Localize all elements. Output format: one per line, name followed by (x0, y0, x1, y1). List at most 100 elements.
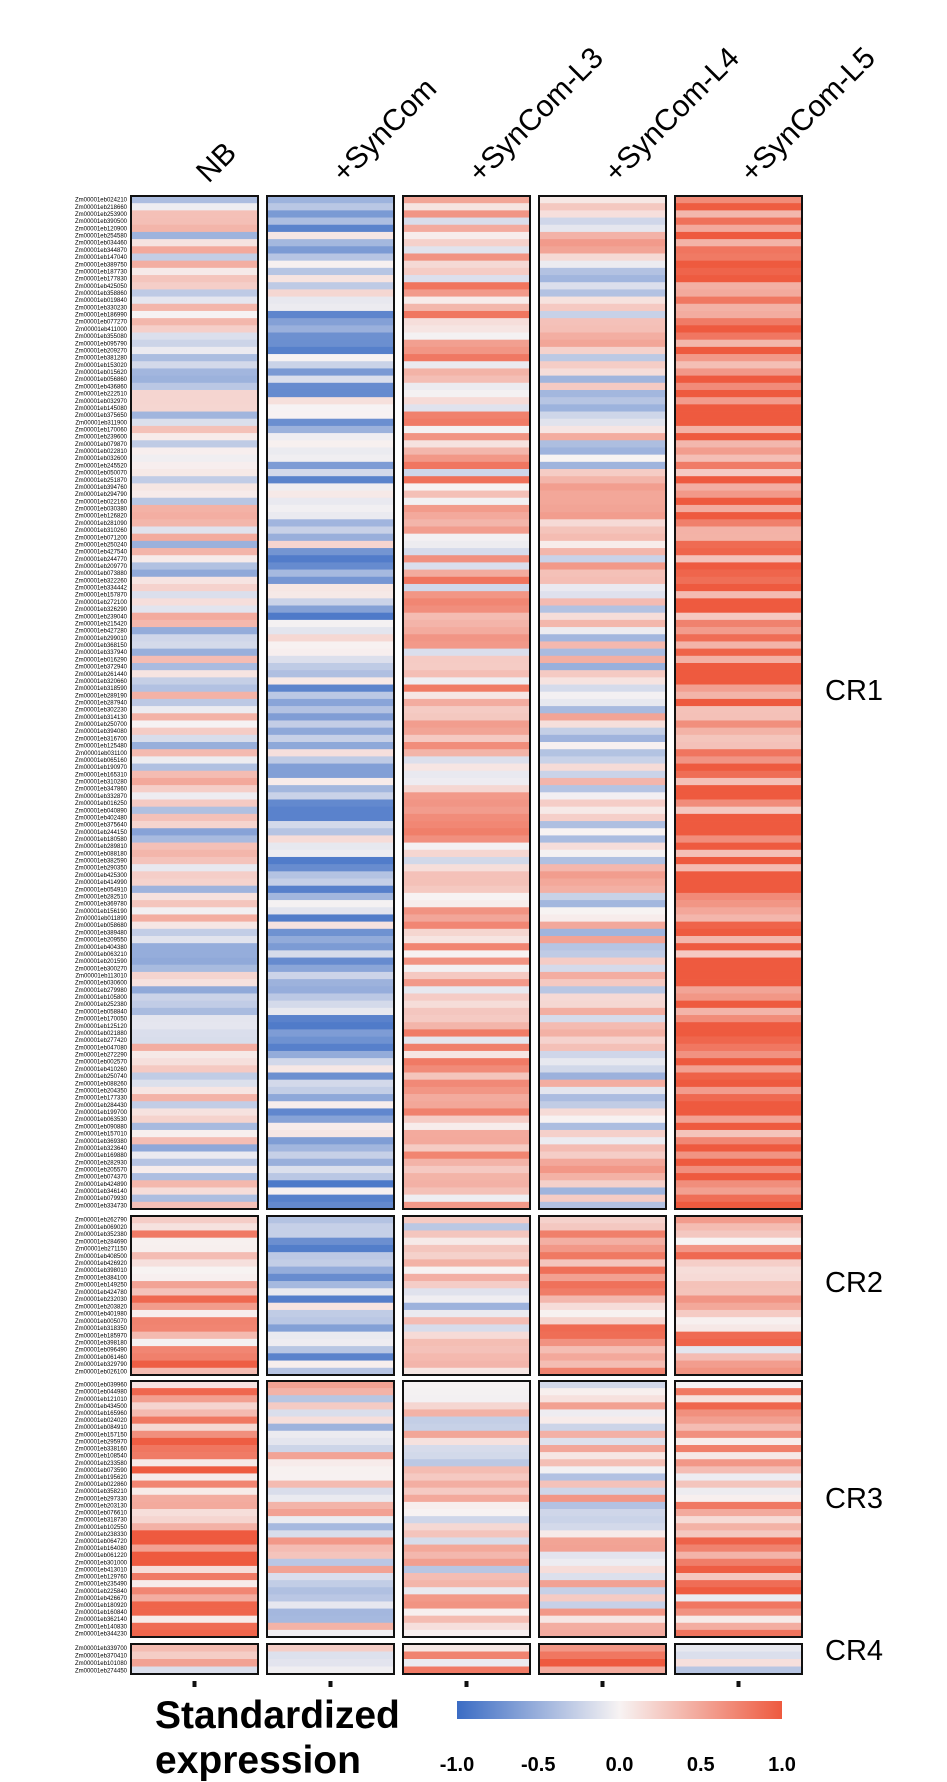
heatmap-cell (267, 1530, 394, 1538)
gene-label: Zm00001eb069020 (75, 1225, 128, 1231)
heatmap-cell (403, 698, 530, 707)
heatmap-cell (131, 1629, 258, 1638)
heatmap-cell (539, 1494, 666, 1503)
heatmap-cell (403, 1480, 530, 1489)
heatmap-cell (131, 1050, 258, 1059)
gene-label: Zm00001eb284690 (75, 1239, 128, 1245)
heatmap-cell (675, 253, 802, 262)
heatmap-cell (675, 1629, 802, 1638)
heatmap-cell (267, 813, 394, 822)
heatmap-cell (131, 1644, 258, 1652)
heatmap-cell (675, 943, 802, 951)
gene-label: Zm00001eb190970 (75, 765, 128, 771)
heatmap-cell (267, 1494, 394, 1503)
heatmap-cell (267, 1331, 394, 1340)
heatmap-cell (267, 777, 394, 786)
gene-label: Zm00001eb334442 (75, 586, 128, 592)
heatmap-cell (131, 691, 258, 700)
heatmap-cell (403, 1409, 530, 1417)
heatmap-cell (267, 1466, 394, 1474)
heatmap-cell (267, 224, 394, 233)
heatmap-cell (131, 1530, 258, 1538)
heatmap-cell (403, 289, 530, 297)
heatmap-cell (675, 397, 802, 405)
heatmap-cell (675, 1072, 802, 1081)
heatmap-cell (403, 1158, 530, 1167)
heatmap-cell (403, 1187, 530, 1195)
heatmap-cell (675, 239, 802, 247)
gene-label: Zm00001eb413010 (75, 1567, 128, 1573)
heatmap-cell (403, 842, 530, 851)
heatmap-cell (539, 612, 666, 621)
heatmap-cell (539, 907, 666, 915)
heatmap-cell (267, 1622, 394, 1631)
heatmap-cell (131, 368, 258, 376)
heatmap-cell (403, 1144, 530, 1152)
cluster-label-cr3: CR3 (825, 1483, 883, 1515)
heatmap-cell (131, 1445, 258, 1453)
heatmap-cell (539, 971, 666, 980)
heatmap-cell (403, 260, 530, 269)
heatmap-cell (675, 1187, 802, 1195)
heatmap-cell (675, 1587, 802, 1595)
heatmap-cell (403, 1565, 530, 1574)
heatmap-cell (131, 842, 258, 851)
heatmap-cell (675, 1423, 802, 1432)
heatmap-cell (539, 605, 666, 614)
heatmap-cell (539, 389, 666, 398)
gene-label: Zm00001eb232030 (75, 1297, 128, 1303)
heatmap-cell (131, 964, 258, 973)
heatmap-cell (675, 655, 802, 664)
gene-label: Zm00001eb125120 (75, 1024, 128, 1030)
heatmap-cell (403, 1180, 530, 1188)
heatmap-cell (675, 1565, 802, 1574)
gene-label: Zm00001eb302230 (75, 708, 128, 714)
heatmap-cell (675, 785, 802, 793)
heatmap-cell (267, 1523, 394, 1531)
heatmap-cell (403, 1223, 530, 1231)
heatmap-cell (403, 1295, 530, 1304)
heatmap-cell (403, 713, 530, 721)
heatmap-cell (675, 928, 802, 937)
heatmap-cell (539, 555, 666, 563)
gene-labels: Zm00001eb024210Zm00001eb218660Zm00001eb2… (75, 198, 128, 1675)
gene-label: Zm00001eb310260 (75, 528, 128, 534)
heatmap-cell (131, 1252, 258, 1260)
heatmap-cell (131, 1194, 258, 1203)
heatmap-cell (675, 1259, 802, 1267)
heatmap-cell (403, 1201, 530, 1210)
gene-label: Zm00001eb253900 (75, 212, 128, 218)
heatmap-cell (403, 792, 530, 800)
heatmap-cell (403, 1629, 530, 1638)
heatmap-cell (403, 756, 530, 764)
heatmap-cell (131, 813, 258, 822)
heatmap-cell (675, 598, 802, 606)
gene-label: Zm00001eb113010 (75, 974, 127, 980)
heatmap-cell (131, 677, 258, 685)
heatmap-cell (675, 1601, 802, 1609)
heatmap-cell (539, 928, 666, 937)
gene-label: Zm00001eb204350 (75, 1088, 128, 1094)
heatmap-cell (267, 1615, 394, 1624)
heatmap-cell (403, 971, 530, 980)
heatmap-cell (267, 1223, 394, 1231)
heatmap-cell (131, 1173, 258, 1181)
gene-label: Zm00001eb061220 (75, 1553, 128, 1559)
heatmap-cell (267, 576, 394, 585)
heatmap-cell (131, 253, 258, 262)
heatmap-cell (675, 267, 802, 276)
cluster-label-cr4: CR4 (825, 1635, 883, 1667)
heatmap-cell (131, 490, 258, 499)
heatmap-cell (131, 792, 258, 800)
heatmap-cell (675, 1473, 802, 1481)
heatmap-cell (131, 231, 258, 240)
cluster-label-cr2: CR2 (825, 1267, 883, 1299)
heatmap-cell (131, 203, 258, 211)
gene-label: Zm00001eb165960 (75, 1411, 128, 1417)
heatmap-cell (267, 289, 394, 297)
heatmap-cell (675, 1223, 802, 1231)
heatmap-cell (403, 900, 530, 908)
gene-label: Zm00001eb186990 (75, 313, 128, 319)
heatmap-cell (267, 231, 394, 240)
heatmap-cell (675, 1544, 802, 1553)
